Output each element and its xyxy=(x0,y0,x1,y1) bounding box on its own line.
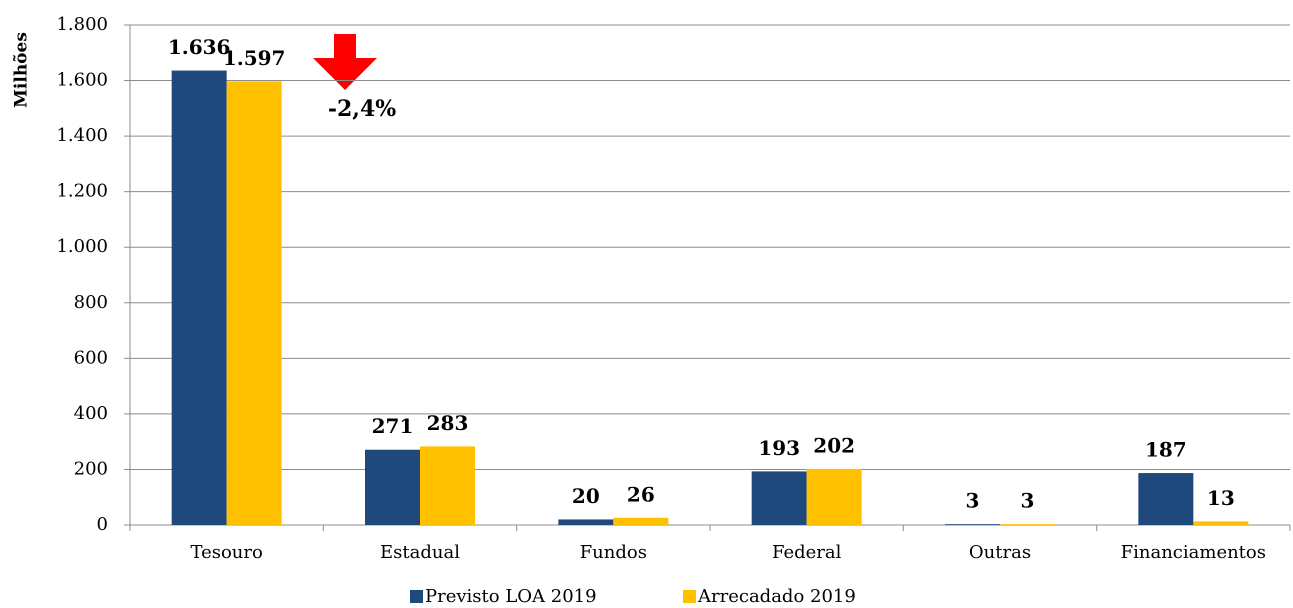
bar xyxy=(806,468,862,525)
data-label: 283 xyxy=(427,411,469,435)
data-label: 1.597 xyxy=(223,46,286,70)
y-axis-label: Milhões xyxy=(12,32,32,108)
y-tick-label: 1.400 xyxy=(56,125,108,146)
bar xyxy=(558,519,614,525)
data-label: 3 xyxy=(1021,489,1035,513)
x-tick-label: Tesouro xyxy=(190,542,262,563)
data-label: 202 xyxy=(813,433,855,457)
x-tick-label: Financiamentos xyxy=(1121,542,1266,563)
data-label: 20 xyxy=(572,484,600,508)
x-tick-label: Outras xyxy=(969,542,1031,563)
data-label: 3 xyxy=(966,489,980,513)
data-label: 26 xyxy=(627,482,655,506)
bar xyxy=(226,81,282,525)
data-label: 193 xyxy=(758,436,800,460)
y-tick-label: 600 xyxy=(74,347,108,368)
bar xyxy=(613,517,669,525)
bar xyxy=(1138,473,1194,525)
y-tick-label: 200 xyxy=(74,458,108,479)
bar xyxy=(1000,524,1055,525)
bar xyxy=(945,524,1000,525)
y-tick-label: 1.000 xyxy=(56,236,108,257)
bar xyxy=(1193,521,1249,525)
y-tick-label: 800 xyxy=(74,292,108,313)
legend-label: Arrecadado 2019 xyxy=(697,586,856,607)
annotation: -2,4% xyxy=(328,96,396,122)
bar xyxy=(751,471,807,525)
y-tick-label: 400 xyxy=(74,403,108,424)
legend-label: Previsto LOA 2019 xyxy=(425,586,597,607)
x-tick-label: Federal xyxy=(772,542,842,563)
y-tick-label: 0 xyxy=(97,514,108,535)
legend-swatch xyxy=(410,590,423,603)
data-label: 1.636 xyxy=(168,35,231,59)
bar xyxy=(365,449,420,525)
data-label: 187 xyxy=(1145,438,1187,462)
y-tick-label: 1.800 xyxy=(56,14,108,35)
x-tick-label: Estadual xyxy=(380,542,460,563)
bar xyxy=(420,446,475,525)
y-tick-label: 1.200 xyxy=(56,181,108,202)
bar xyxy=(171,70,227,526)
arrow xyxy=(313,34,377,90)
x-tick-label: Fundos xyxy=(580,542,647,563)
data-label: 13 xyxy=(1207,486,1235,510)
legend-swatch xyxy=(683,590,696,603)
data-label: 271 xyxy=(372,414,414,438)
y-tick-label: 1.600 xyxy=(56,70,108,91)
